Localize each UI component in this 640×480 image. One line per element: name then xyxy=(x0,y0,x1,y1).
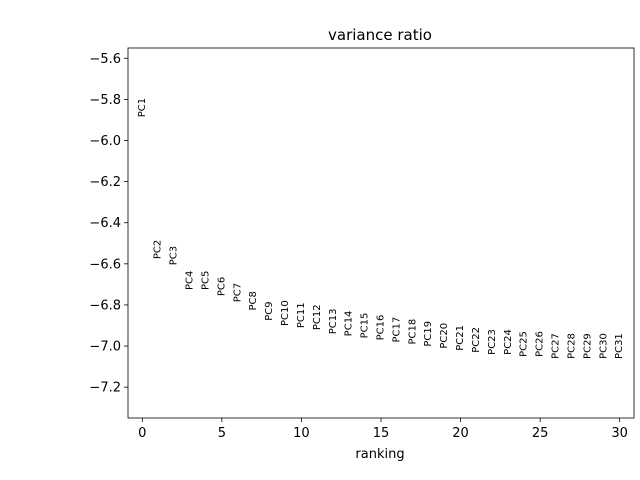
point-label: PC11 xyxy=(296,302,307,328)
y-tick-label: −5.6 xyxy=(89,52,121,67)
point-label: PC6 xyxy=(216,277,227,296)
x-tick-label: 0 xyxy=(138,426,146,441)
point-label: PC21 xyxy=(455,325,466,351)
x-tick-label: 10 xyxy=(293,426,310,441)
point-label: PC15 xyxy=(360,313,371,339)
point-label: PC9 xyxy=(264,301,275,320)
chart-title: variance ratio xyxy=(328,26,432,44)
y-tick-label: −6.0 xyxy=(89,134,121,149)
point-label: PC25 xyxy=(519,331,530,357)
point-label: PC7 xyxy=(232,283,243,302)
y-tick-label: −6.2 xyxy=(89,175,121,190)
point-label: PC10 xyxy=(280,300,291,326)
y-axis: −5.6 −5.8 −6.0 −6.2 −6.4 −6.6 −6.8 −7.0 −7.2 xyxy=(89,52,128,396)
x-axis: 0 5 10 15 20 25 30 xyxy=(138,418,628,441)
y-tick-label: −5.8 xyxy=(89,93,121,108)
point-label: PC3 xyxy=(169,246,180,265)
y-tick-label: −7.0 xyxy=(89,340,121,355)
point-label: PC1 xyxy=(137,98,148,117)
point-label: PC23 xyxy=(487,329,498,355)
point-label: PC30 xyxy=(598,333,609,359)
plot-frame xyxy=(127,47,635,419)
point-label: PC8 xyxy=(248,291,259,310)
x-tick-label: 20 xyxy=(452,426,469,441)
point-label: PC24 xyxy=(503,329,514,355)
point-label: PC5 xyxy=(200,271,211,290)
y-tick-label: −6.8 xyxy=(89,298,121,313)
point-label: PC19 xyxy=(423,321,434,347)
point-label: PC13 xyxy=(328,309,339,335)
y-tick-label: −7.2 xyxy=(89,381,121,396)
point-label: PC26 xyxy=(535,331,546,357)
x-tick-label: 25 xyxy=(532,426,549,441)
point-label: PC4 xyxy=(185,271,196,290)
point-label: PC22 xyxy=(471,327,482,353)
point-label: PC29 xyxy=(582,333,593,359)
x-tick-label: 30 xyxy=(611,426,628,441)
point-label: PC18 xyxy=(407,319,418,345)
point-label: PC27 xyxy=(551,333,562,359)
point-label: PC28 xyxy=(566,333,577,359)
point-label: PC31 xyxy=(614,333,625,359)
point-label: PC20 xyxy=(439,323,450,349)
plot-area xyxy=(127,47,635,419)
point-label: PC2 xyxy=(153,240,164,259)
point-label: PC12 xyxy=(312,304,323,330)
x-axis-label: ranking xyxy=(355,447,404,462)
point-labels: PC1 PC2 PC3 PC4 PC5 PC6 PC7 PC8 PC9 PC10 PC11 PC12 P… xyxy=(137,98,625,359)
point-label: PC14 xyxy=(344,311,355,337)
x-tick-label: 15 xyxy=(373,426,390,441)
point-label: PC16 xyxy=(376,315,387,341)
x-tick-label: 5 xyxy=(218,426,226,441)
y-tick-label: −6.6 xyxy=(89,257,121,272)
y-tick-label: −6.4 xyxy=(89,216,121,231)
point-label: PC17 xyxy=(391,317,402,343)
